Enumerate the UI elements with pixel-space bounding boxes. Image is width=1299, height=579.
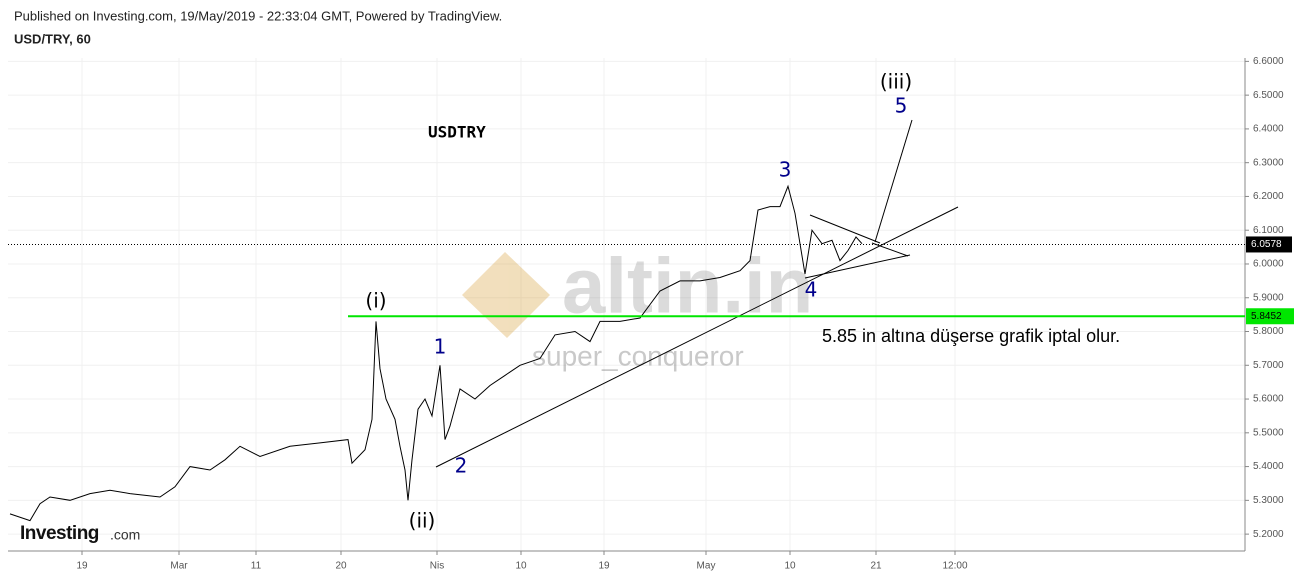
wave-label: (ii) (409, 509, 436, 533)
trend-line (809, 214, 881, 244)
y-tick-label: 6.2000 (1253, 191, 1284, 202)
last-price-label: 6.0578 (1251, 239, 1282, 250)
logo: Investing (20, 523, 99, 544)
y-tick-label: 5.8000 (1253, 326, 1284, 337)
x-tick-label: May (697, 561, 716, 572)
wave-label: 2 (455, 454, 468, 478)
y-tick-label: 6.3000 (1253, 157, 1284, 168)
annotation: 5.85 in altına düşerse grafik iptal olur… (822, 326, 1120, 346)
y-tick-label: 6.1000 (1253, 225, 1284, 236)
x-tick-label: 12:00 (942, 561, 967, 572)
y-tick-label: 5.6000 (1253, 394, 1284, 405)
y-tick-label: 5.3000 (1253, 495, 1284, 506)
y-tick-label: 5.7000 (1253, 360, 1284, 371)
y-tick-label: 6.6000 (1253, 56, 1284, 67)
y-tick-label: 6.0000 (1253, 259, 1284, 270)
y-tick-label: 5.9000 (1253, 292, 1284, 303)
plot (8, 184, 1245, 522)
watermark: altin.in super_conqueror (462, 242, 813, 371)
x-tick-label: 19 (76, 561, 88, 572)
wave-label: 4 (805, 278, 818, 302)
wave-label: 5 (895, 94, 908, 118)
y-tick-label: 6.5000 (1253, 90, 1284, 101)
y-tick-label: 5.2000 (1253, 529, 1284, 540)
y-tick-label: 5.5000 (1253, 427, 1284, 438)
trend-line (435, 206, 959, 468)
wave-label: 3 (779, 158, 792, 182)
x-tick-label: 20 (335, 561, 347, 572)
level-box (1246, 308, 1294, 325)
wave-label: (iii) (880, 70, 912, 94)
price-line (9, 184, 863, 522)
x-tick-label: 11 (251, 561, 262, 572)
trend-line (874, 119, 913, 243)
trend-lines (435, 119, 959, 468)
x-tick-label: Mar (170, 561, 188, 572)
wave-label: 1 (434, 335, 447, 359)
chart-title: USDTRY (428, 123, 486, 142)
publish-note: Published on Investing.com, 19/May/2019 … (14, 8, 502, 23)
wave-label: (i) (365, 289, 386, 313)
x-tick-label: Nis (430, 561, 444, 572)
watermark-text: altin.in (562, 242, 813, 330)
trend-line (804, 254, 911, 279)
logo-suffix: .com (110, 527, 140, 543)
x-tick-label: 10 (515, 561, 527, 572)
x-tick-label: 10 (784, 561, 796, 572)
trend-line (871, 242, 909, 257)
y-tick-label: 5.4000 (1253, 461, 1284, 472)
level-label: 5.8452 (1251, 311, 1282, 322)
symbol: USD/TRY, 60 (14, 31, 91, 46)
last-price-box (1246, 236, 1292, 253)
x-tick-label: 21 (870, 561, 882, 572)
x-tick-label: 19 (598, 561, 610, 572)
y-tick-label: 6.4000 (1253, 124, 1284, 135)
